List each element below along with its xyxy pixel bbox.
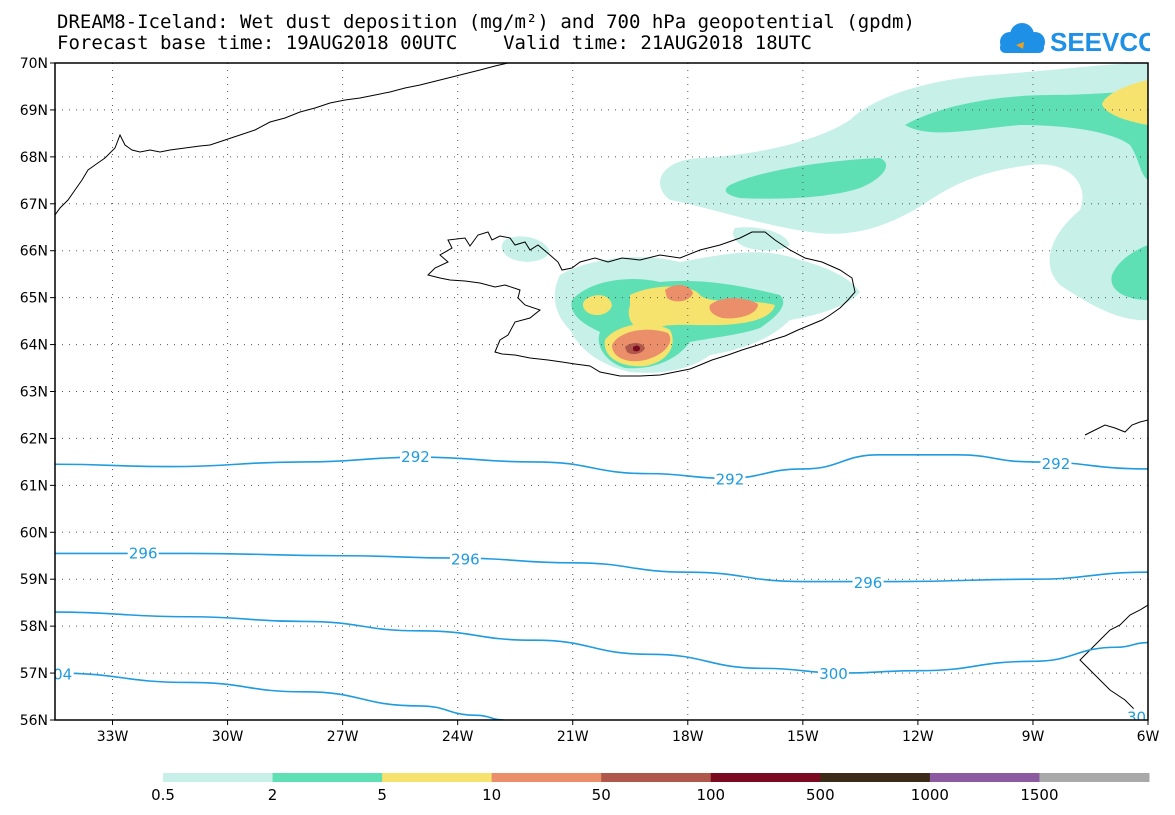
map-subtitle: Forecast base time: 19AUG2018 00UTC Vali… [57,32,812,54]
deposition-area-2 [725,158,887,199]
lat-tick-label: 60N [20,525,48,541]
contour-label: 296 [854,574,883,592]
contour-label: 292 [1042,455,1071,473]
deposition-area-100 [633,345,640,352]
lat-tick-label: 66N [20,244,48,260]
contour-296 [55,552,1148,583]
deposition-area-10 [709,298,758,319]
lat-tick-label: 62N [20,431,48,447]
cloud-icon [1000,23,1045,53]
contour-label: 04 [53,665,72,683]
lon-tick-label: 33W [97,729,129,745]
contour-label: 292 [401,448,430,466]
contour-label: 292 [716,471,745,489]
contour-label-bg [852,573,884,591]
lat-tick-label: 64N [20,338,48,354]
faroe-coastline [1084,419,1148,436]
lat-tick-label: 70N [20,56,48,72]
contour-label: 30 [1127,709,1146,727]
scotland-coastline [1079,604,1148,716]
contour-292 [55,454,1148,480]
lat-tick-label: 61N [20,478,48,494]
lon-tick-label: 30W [212,729,244,745]
lon-tick-label: 6W [1137,729,1160,745]
lon-tick-label: 21W [557,729,589,745]
axis-ticks: 33W 30W 27W 24W 21W 18W 15W 12W 9W 6W 70N 69N 68N 67N… [20,56,1160,745]
lat-tick-label: 69N [20,103,48,119]
contour-label: 300 [819,665,848,683]
lon-tick-label: 9W [1022,729,1045,745]
iceland-coastline [427,231,856,377]
lat-tick-label: 67N [20,197,48,213]
greenland-coastline [55,63,509,216]
lon-tick-label: 27W [327,729,359,745]
deposition-area-5 [582,295,612,316]
lon-tick-label: 12W [902,729,934,745]
deposition-area-2 [905,90,1148,180]
lat-tick-label: 58N [20,619,48,635]
lon-tick-label: 18W [672,729,704,745]
lon-tick-label: 24W [442,729,474,745]
contour-300 [55,611,1148,674]
lat-tick-label: 68N [20,150,48,166]
contour-label-bg [714,470,746,488]
contour-304 [55,672,504,720]
lon-tick-label: 15W [787,729,819,745]
contour-label: 296 [129,544,158,562]
deposition-area-0.5 [733,227,790,251]
seevccc-logo: SEEVCCC [1000,23,1150,57]
logo-text: SEEVCCC [1050,27,1150,57]
map-title: DREAM8-Iceland: Wet dust deposition (mg/… [57,11,915,33]
contour-label-bg [1040,455,1072,473]
deposition-area-2 [1111,245,1148,300]
graticule [55,63,1148,720]
coastlines [55,63,1148,716]
lat-tick-label: 57N [20,666,48,682]
contour-label-bg [399,448,431,466]
lat-tick-label: 65N [20,291,48,307]
contour-label: 296 [451,551,480,569]
contour-label-bg [127,544,159,562]
contour-label-bg [449,550,481,568]
deposition-area-0.5 [660,63,1148,321]
contour-label-bg [818,665,850,683]
iceland-deposition-shading [501,227,860,373]
deposition-area-5 [628,286,775,331]
dust-deposition-shading [660,63,1148,321]
contour-label-bg [55,665,74,683]
deposition-area-5 [1102,80,1148,125]
lat-tick-label: 63N [20,385,48,401]
lat-tick-label: 59N [20,572,48,588]
lat-tick-label: 56N [20,713,48,729]
contour-label-bg [1125,708,1148,720]
geopotential-contours: 292 292 292 296 296 296 300 04 30 [53,448,1148,727]
